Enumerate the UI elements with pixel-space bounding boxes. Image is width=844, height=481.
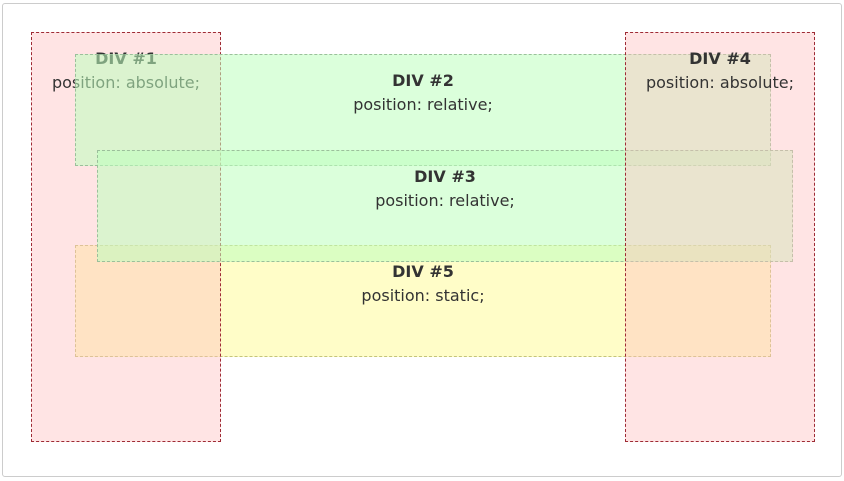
div-4-absolute-box: DIV #4 position: absolute; bbox=[625, 32, 815, 442]
div-4-title: DIV #4 bbox=[689, 49, 751, 68]
div-5-title: DIV #5 bbox=[392, 262, 454, 281]
div-5-static-box: DIV #5 position: static; bbox=[75, 245, 771, 357]
div-4-position-label: position: absolute; bbox=[645, 73, 795, 92]
div-3-relative-box: DIV #3 position: relative; bbox=[97, 150, 793, 262]
demo-frame: DIV #5 position: static; DIV #1 position… bbox=[2, 3, 842, 477]
div-3-position-label: position: relative; bbox=[375, 191, 515, 210]
div-3-title: DIV #3 bbox=[414, 167, 476, 186]
div-2-relative-box: DIV #2 position: relative; bbox=[75, 54, 771, 166]
div-2-title: DIV #2 bbox=[392, 71, 454, 90]
div-5-position-label: position: static; bbox=[361, 286, 485, 305]
div-2-position-label: position: relative; bbox=[353, 95, 493, 114]
